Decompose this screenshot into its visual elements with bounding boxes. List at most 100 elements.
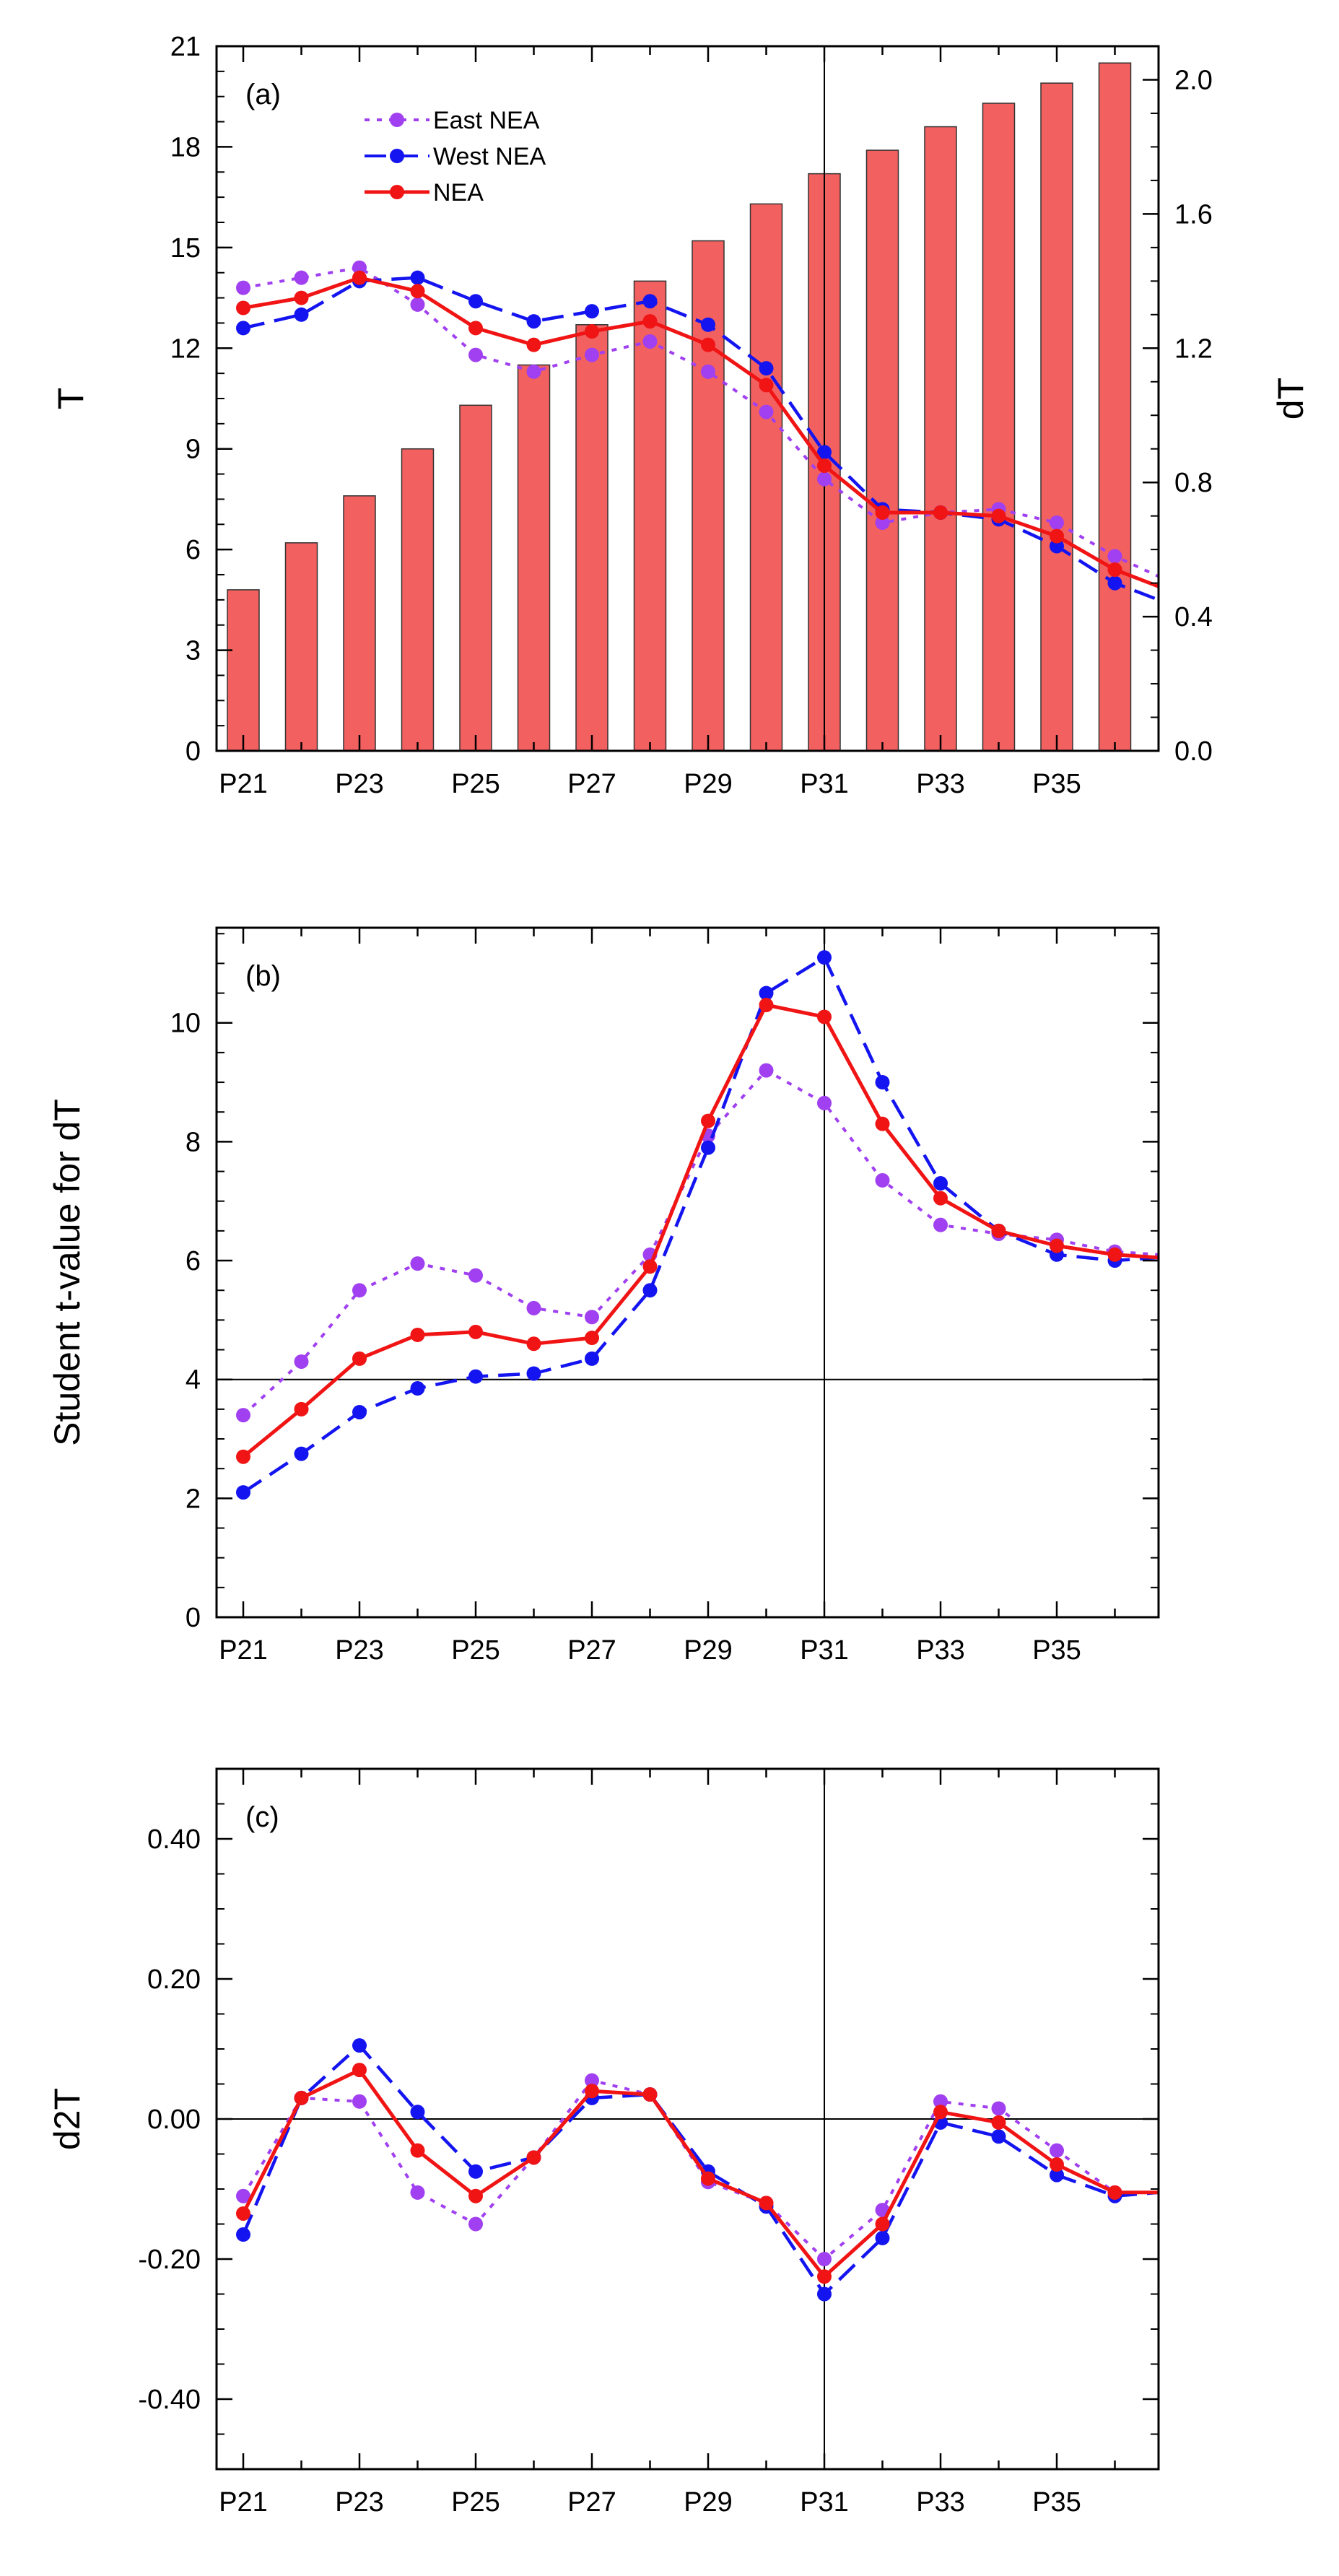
marker-nea-P25 [468, 1324, 483, 1339]
marker-east-P24 [410, 2185, 425, 2200]
marker-east-P30 [759, 404, 774, 419]
marker-west-P34 [991, 2129, 1006, 2144]
legend-marker-west [390, 149, 404, 163]
y-right-tick-label: 1.2 [1174, 334, 1213, 364]
marker-nea-P28 [642, 2087, 658, 2102]
bar-P30 [749, 203, 783, 752]
y-axis-title: d2T [47, 2088, 87, 2150]
marker-nea-P30 [759, 378, 774, 393]
bar-P34 [982, 103, 1016, 752]
y-tick-label: -0.40 [138, 2385, 201, 2415]
marker-nea-P27 [585, 2084, 599, 2099]
marker-west-P30 [759, 985, 774, 1001]
y-axis-right: 0.0 0.4 0.8 1.2 1.6 2.0 dT [1143, 45, 1311, 767]
marker-west-P21 [236, 2227, 250, 2242]
series-nea [236, 2063, 1159, 2284]
marker-nea-P21 [236, 1449, 250, 1464]
y-tick-label: 4 [186, 1365, 201, 1396]
marker-nea-P23 [352, 1351, 367, 1366]
x-tick-label: P29 [684, 1635, 733, 1666]
marker-east-P32 [875, 1172, 890, 1188]
marker-nea-P22 [294, 290, 309, 305]
bar-P28 [633, 280, 667, 752]
marker-east-P24 [410, 1256, 425, 1271]
legend-marker-east [390, 113, 404, 127]
marker-west-P25 [468, 2164, 483, 2179]
bar-P36 [1098, 62, 1132, 752]
marker-nea-P25 [468, 321, 483, 336]
marker-west-P35 [1050, 2167, 1064, 2183]
marker-west-P21 [236, 321, 250, 336]
marker-east-P27 [585, 347, 599, 362]
x-tick-label: P21 [219, 769, 268, 799]
bar-P24 [401, 448, 435, 752]
marker-nea-P30 [759, 2196, 774, 2211]
marker-nea-P29 [701, 337, 715, 352]
marker-nea-P21 [236, 300, 250, 316]
x-tick-label: P33 [916, 1635, 965, 1666]
legend: East NEA West NEA NEA [365, 107, 546, 206]
series-line-west [242, 955, 1159, 1494]
marker-east-P27 [585, 2073, 599, 2088]
bar-P27 [575, 324, 609, 752]
marker-nea-P32 [875, 1116, 890, 1131]
marker-nea-P34 [991, 2115, 1006, 2130]
panel-a: P21 P23 P25 P27 P29 P31 P33 P350369121518210.00… [51, 32, 1311, 799]
marker-nea-P32 [875, 2216, 890, 2232]
y-right-tick-label: 0.4 [1174, 602, 1213, 632]
marker-east-P23 [352, 1283, 367, 1298]
bar-P23 [343, 495, 376, 752]
series-east [236, 2073, 1159, 2266]
marker-west-P26 [526, 1366, 541, 1381]
y-right-tick-label: 0.0 [1174, 736, 1213, 767]
marker-nea-P28 [642, 314, 658, 329]
marker-west-P33 [933, 1176, 948, 1191]
legend-marker-nea [390, 185, 404, 199]
y-tick-label: 8 [186, 1127, 201, 1157]
y-axis-title-right: dT [1270, 378, 1311, 419]
series-line-east [243, 266, 1159, 578]
marker-east-P25 [468, 1268, 483, 1283]
y-tick-label: 0 [186, 736, 201, 767]
plot-frame [215, 926, 1160, 1619]
y-right-tick-label: 1.6 [1174, 199, 1213, 230]
panel-label: (c) [245, 1801, 279, 1833]
marker-east-P26 [526, 364, 541, 379]
marker-west-P30 [759, 361, 774, 376]
marker-west-P24 [410, 2105, 425, 2120]
bar-P29 [692, 240, 725, 752]
marker-east-P22 [294, 1354, 309, 1369]
marker-nea-P23 [352, 270, 367, 285]
marker-west-P28 [642, 294, 658, 309]
y-tick-label: 18 [170, 132, 201, 162]
panel-label: (a) [245, 79, 281, 110]
marker-east-P21 [236, 280, 250, 295]
marker-nea-P22 [294, 2090, 309, 2105]
bar-P26 [517, 364, 551, 752]
x-axis: P21 P23 P25 P27 P29 P31 P33 P35 [219, 1769, 1116, 2518]
marker-east-P25 [468, 347, 483, 362]
bar-P25 [459, 404, 492, 752]
marker-nea-P33 [933, 1191, 948, 1206]
marker-east-P35 [1050, 2143, 1064, 2158]
marker-east-P24 [410, 297, 425, 312]
bar-P33 [924, 126, 957, 752]
y-axis-title: Student t-value for dT [47, 1099, 87, 1446]
x-tick-label: P23 [335, 769, 384, 799]
marker-west-P36 [1107, 575, 1122, 591]
marker-nea-P34 [991, 1223, 1006, 1238]
marker-nea-P27 [585, 324, 599, 339]
marker-nea-P31 [817, 1009, 832, 1024]
marker-west-P31 [817, 2286, 832, 2302]
marker-west-P29 [701, 317, 715, 332]
marker-nea-P24 [410, 2143, 425, 2158]
legend-label-west: West NEA [433, 143, 546, 170]
series-east [236, 1063, 1159, 1423]
marker-east-P29 [701, 364, 715, 379]
x-tick-label: P23 [335, 1635, 384, 1666]
series-nea [236, 270, 1159, 588]
marker-west-P22 [294, 307, 309, 322]
x-tick-label: P21 [219, 2487, 268, 2518]
y-tick-label: 15 [170, 233, 201, 264]
